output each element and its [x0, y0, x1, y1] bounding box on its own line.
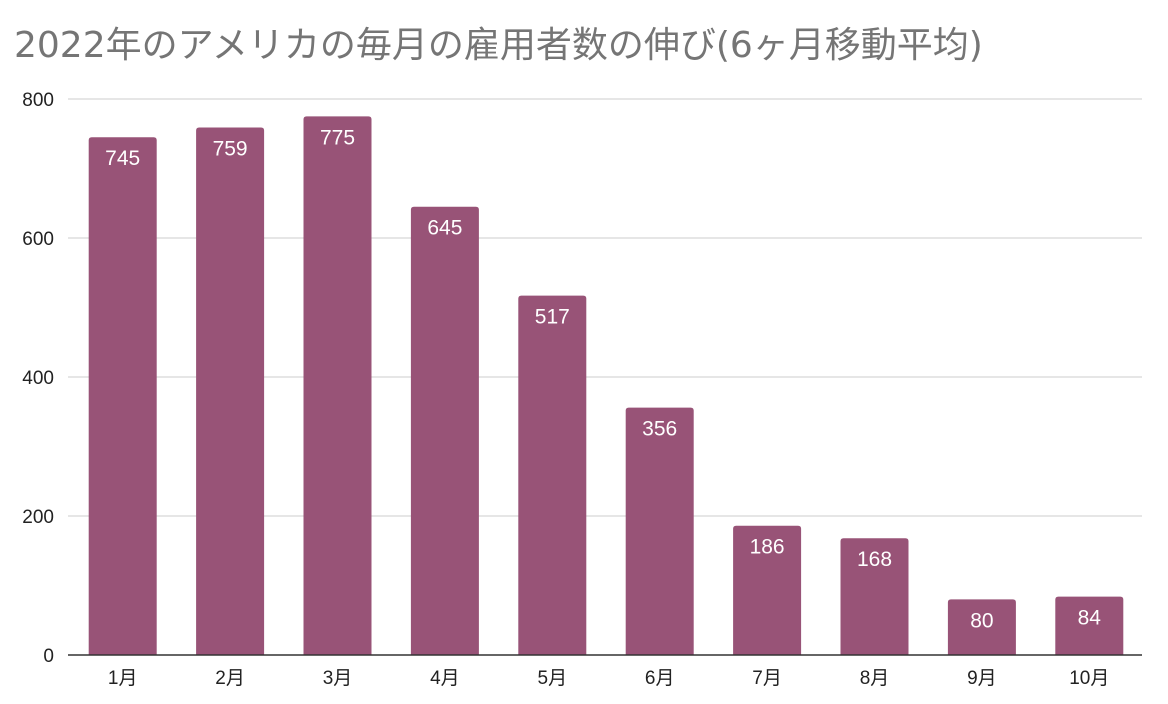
data-label: 745 [105, 147, 140, 170]
bar [733, 525, 802, 655]
data-labels: 745 759 775 645 517 356 186 168 80 84 [105, 126, 1101, 632]
data-label: 775 [320, 126, 355, 149]
y-tick-label: 0 [43, 646, 54, 667]
x-tick-label: 9月 [967, 668, 997, 689]
bar [840, 538, 909, 655]
data-label: 517 [535, 306, 570, 329]
data-label: 356 [642, 418, 677, 441]
bar [1055, 596, 1124, 655]
y-tick-label: 600 [22, 229, 54, 250]
data-label: 186 [750, 536, 785, 559]
x-tick-label: 7月 [752, 668, 782, 689]
x-tick-label: 10月 [1069, 668, 1109, 689]
data-label: 645 [427, 217, 462, 240]
x-tick-label: 5月 [538, 668, 568, 689]
bar [518, 295, 587, 655]
y-axis-tick-labels: 0 200 400 600 800 [22, 90, 54, 667]
bar [410, 206, 479, 655]
data-label: 759 [213, 137, 248, 160]
x-axis-tick-labels: 1月 2月 3月 4月 5月 6月 7月 8月 9月 10月 [108, 668, 1109, 689]
x-tick-label: 8月 [860, 668, 890, 689]
data-label: 80 [970, 609, 993, 632]
x-tick-label: 4月 [430, 668, 460, 689]
x-tick-label: 3月 [323, 668, 353, 689]
data-label: 168 [857, 548, 892, 571]
x-tick-label: 2月 [215, 668, 245, 689]
y-tick-label: 400 [22, 368, 54, 389]
x-tick-label: 6月 [645, 668, 675, 689]
bar [303, 116, 372, 655]
bar [947, 599, 1016, 655]
y-tick-label: 200 [22, 507, 54, 528]
bar [88, 137, 157, 656]
bar [196, 127, 265, 656]
y-tick-label: 800 [22, 90, 54, 111]
x-tick-label: 1月 [108, 668, 138, 689]
bars [88, 116, 1124, 656]
data-label: 84 [1078, 607, 1102, 630]
bar [625, 407, 694, 655]
chart-title: 2022年のアメリカの毎月の雇用者数の伸び(6ヶ月移動平均) [14, 25, 983, 66]
